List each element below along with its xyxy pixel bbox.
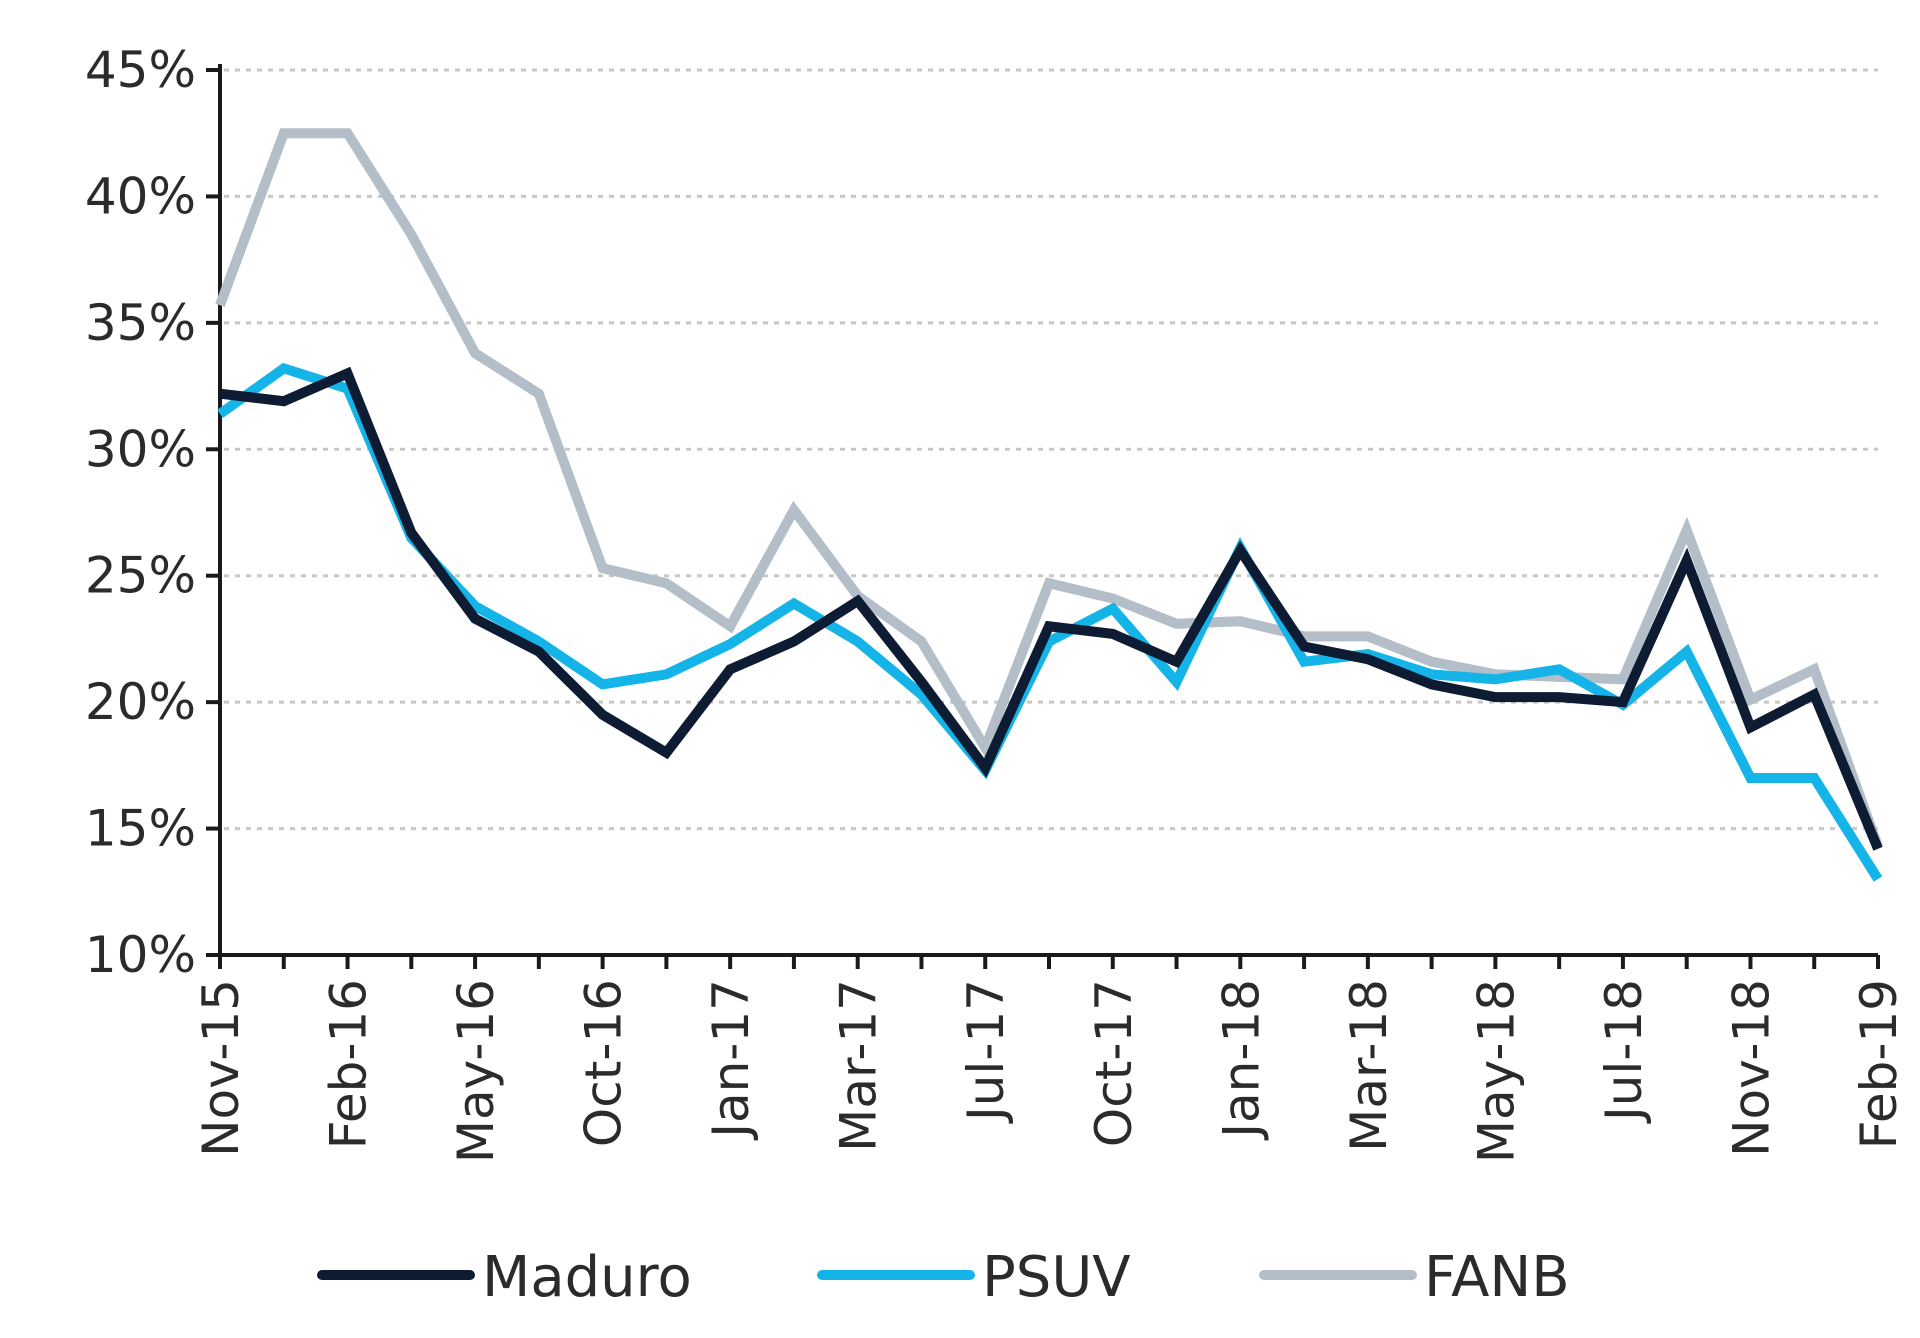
series-lines [215,128,1883,882]
series-line-maduro [219,366,1883,851]
y-tick-labels: 10% 15% 20% 25% 30% 35% 40% 45% [85,41,196,984]
x-tick-label: Feb-16 [320,979,378,1149]
y-tick-label: 15% [85,800,196,858]
series-line-psuv [217,362,1883,882]
axes [206,64,1880,969]
series-line-fanb [215,128,1883,848]
x-tick-label: Oct-16 [575,979,633,1147]
y-tick-label: 30% [85,420,196,478]
x-tick-label: May-16 [447,979,505,1163]
x-tick-label: Mar-18 [1340,979,1398,1152]
x-tick-labels: Nov-15 Feb-16 May-16 Oct-16 Jan-17 Mar-17 Jul-… [192,979,1908,1163]
x-tick-label: Nov-18 [1722,979,1780,1157]
legend-label-fanb: FANB [1424,1245,1570,1310]
x-tick-label: May-18 [1467,979,1525,1163]
y-tick-label: 20% [85,673,196,731]
x-tick-label: Jul-17 [957,979,1015,1124]
x-tick-label: Jul-18 [1595,979,1653,1124]
y-tick-label: 40% [85,167,196,225]
legend: Maduro PSUV FANB [317,1245,1570,1310]
x-tick-label: Jan-17 [702,979,760,1141]
y-tick-label: 45% [85,41,196,99]
y-tick-label: 25% [85,547,196,605]
gridlines [224,68,1878,831]
x-tick-label: Mar-17 [830,979,888,1152]
x-tick-label: Jan-18 [1212,979,1270,1141]
legend-label-psuv: PSUV [982,1245,1131,1310]
x-tick-label: Nov-15 [192,979,250,1157]
x-tick-label: Feb-19 [1850,979,1908,1149]
x-tick-label: Oct-17 [1085,979,1143,1147]
y-tick-label: 10% [85,926,196,984]
y-tick-label: 35% [85,294,196,352]
legend-label-maduro: Maduro [482,1245,692,1310]
